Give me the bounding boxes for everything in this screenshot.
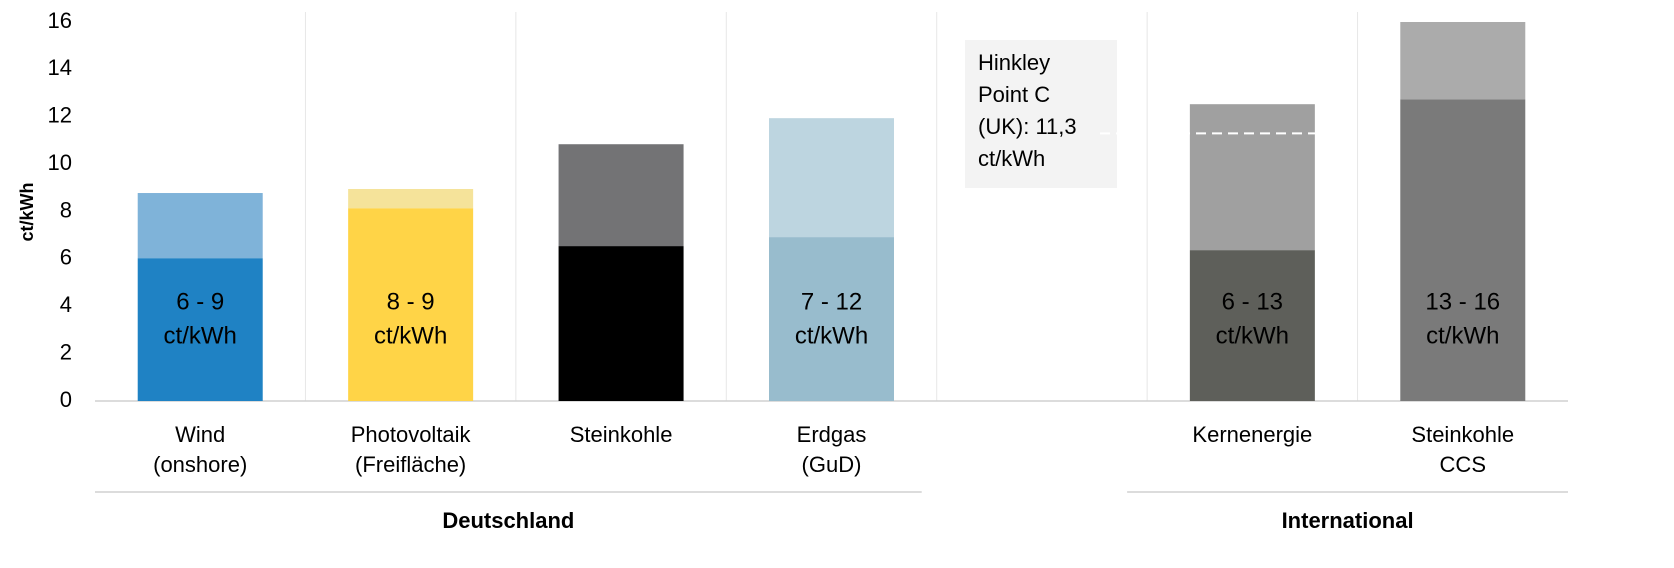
annotation-box: [965, 40, 1117, 188]
bar-label: 7 - 11: [591, 288, 651, 315]
bar-label: 7 - 12: [801, 288, 862, 315]
y-tick-label: 12: [48, 103, 72, 128]
bar-label: 6 - 13: [1222, 288, 1283, 315]
y-tick-label: 8: [60, 197, 72, 222]
bar-label: 13 - 16: [1425, 288, 1500, 315]
bar-segment: [348, 188, 474, 209]
bar-segment: [1189, 250, 1315, 401]
annotation-text: Hinkley: [978, 50, 1050, 75]
y-tick-label: 0: [60, 387, 72, 412]
bar-label: ct/kWh: [1426, 322, 1499, 349]
bar-segment: [137, 193, 263, 259]
y-axis-label: ct/kWh: [17, 182, 37, 241]
bar-segment: [348, 208, 474, 401]
y-tick-label: 2: [60, 339, 72, 364]
bar-label: 8 - 9: [387, 288, 435, 315]
x-tick-label: (Freifläche): [355, 452, 466, 477]
x-tick-label: (GuD): [802, 452, 862, 477]
bar-segment: [137, 258, 263, 401]
bar-label: ct/kWh: [795, 322, 868, 349]
x-tick-label: CCS: [1440, 452, 1486, 477]
bar-label: ct/kWh: [374, 322, 447, 349]
x-tick-label: Photovoltaik: [351, 422, 472, 447]
group-label: Deutschland: [442, 508, 574, 533]
bar-segment: [1400, 99, 1526, 401]
y-tick-label: 14: [48, 55, 72, 80]
x-tick-label: Wind: [175, 422, 225, 447]
bar-segment: [769, 118, 894, 238]
x-tick-label: Erdgas: [797, 422, 867, 447]
bar-label: ct/kWh: [1216, 322, 1289, 349]
bar-label: ct/kWh: [164, 322, 237, 349]
bar-segment: [1400, 22, 1526, 100]
x-tick-label: Steinkohle: [570, 422, 673, 447]
bar-label: ct/kWh: [584, 322, 657, 349]
group-label: International: [1282, 508, 1414, 533]
bar-segment: [769, 237, 894, 401]
annotation-text: (UK): 11,3: [978, 114, 1077, 139]
x-tick-label: Steinkohle: [1411, 422, 1514, 447]
y-tick-label: 10: [48, 150, 72, 175]
y-tick-label: 16: [48, 8, 72, 33]
annotation-text: Point C: [978, 82, 1050, 107]
y-tick-label: 6: [60, 245, 72, 270]
bar-segment: [558, 144, 684, 247]
bar-segment: [1189, 104, 1315, 251]
x-tick-label: Kernenergie: [1192, 422, 1312, 447]
bar-label: 6 - 9: [176, 288, 224, 315]
annotation-text: ct/kWh: [978, 146, 1045, 171]
x-tick-label: (onshore): [153, 452, 247, 477]
bar-segment: [558, 246, 684, 401]
y-tick-label: 4: [60, 292, 72, 317]
